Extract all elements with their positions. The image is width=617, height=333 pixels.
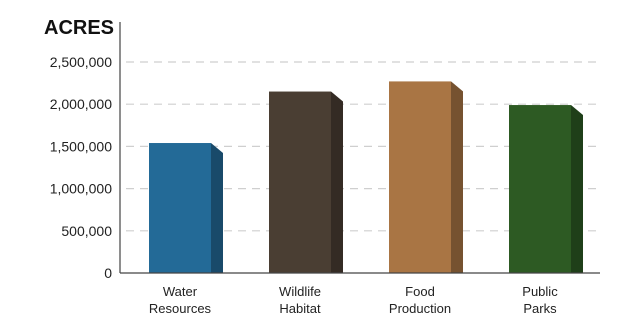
x-category-label-line: Food	[405, 284, 435, 299]
y-tick-labels: 0 500,000 1,000,000 1,500,000 2,000,000 2,500…	[50, 54, 113, 281]
x-category-label: Public Parks	[522, 284, 558, 316]
bars	[149, 81, 583, 273]
y-tick-label: 2,000,000	[50, 96, 112, 112]
x-category-label-line: Water	[163, 284, 198, 299]
bar-side-face	[211, 143, 223, 273]
bar	[149, 143, 223, 273]
bar-front-face	[389, 81, 451, 273]
x-category-label-line: Wildlife	[279, 284, 321, 299]
x-category-label-line: Production	[389, 301, 451, 316]
y-unit-label: ACRES	[44, 17, 114, 39]
x-category-label: Water Resources	[149, 284, 212, 316]
bar	[509, 105, 583, 273]
y-tick-label: 2,500,000	[50, 54, 112, 70]
bar-front-face	[509, 105, 571, 273]
x-category-label-line: Resources	[149, 301, 212, 316]
y-tick-label: 500,000	[61, 223, 112, 239]
x-category-label: Food Production	[389, 284, 451, 316]
bar-front-face	[269, 91, 331, 273]
bar-side-face	[331, 91, 343, 273]
bar-front-face	[149, 143, 211, 273]
x-category-label-line: Parks	[523, 301, 557, 316]
bar	[269, 91, 343, 273]
x-category-label-line: Habitat	[279, 301, 321, 316]
x-category-label: Wildlife Habitat	[279, 284, 321, 316]
y-tick-label: 0	[104, 265, 112, 281]
bar	[389, 81, 463, 273]
y-tick-label: 1,500,000	[50, 138, 112, 154]
bar-side-face	[451, 81, 463, 273]
y-tick-label: 1,000,000	[50, 181, 112, 197]
x-category-labels: Water Resources Wildlife Habitat Food Product…	[149, 284, 558, 316]
bar-side-face	[571, 105, 583, 273]
x-category-label-line: Public	[522, 284, 558, 299]
